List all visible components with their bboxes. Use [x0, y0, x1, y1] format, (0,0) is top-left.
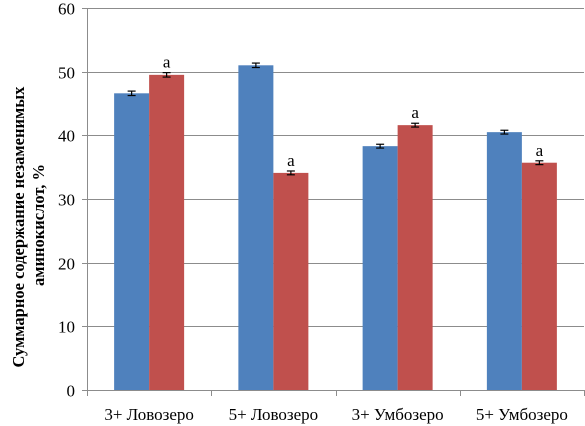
bar [238, 65, 274, 391]
y-tick-label: 0 [67, 382, 76, 401]
annotations-group: a a a a [163, 53, 544, 170]
y-tick-label: 20 [58, 255, 75, 274]
y-axis: 0 10 20 30 40 50 60 [58, 0, 88, 401]
bar [521, 162, 557, 390]
x-axis: 3+ Ловозеро 5+ Ловозеро 3+ Умбозеро 5+ Умбо… [87, 390, 585, 424]
y-axis-label-line-1: Суммарное содержание незаменимых [9, 86, 28, 368]
bar [486, 132, 522, 390]
y-axis-label-line-2: аминокислот, % [29, 164, 48, 286]
bar [149, 74, 185, 390]
y-tick-label: 30 [58, 191, 75, 210]
bar [114, 93, 150, 391]
bar [397, 125, 433, 390]
bars-group [114, 65, 557, 391]
x-tick-label: 5+ Умбозеро [476, 405, 568, 424]
bar [362, 146, 398, 390]
error-bars-group [127, 62, 544, 176]
x-tick-label: 5+ Ловозеро [229, 405, 319, 424]
y-tick-label: 40 [58, 127, 75, 146]
x-tick-label: 3+ Умбозеро [352, 405, 444, 424]
y-tick-label: 60 [58, 0, 75, 19]
annotation-label: a [536, 141, 544, 160]
bar [273, 172, 309, 390]
x-tick-label: 3+ Ловозеро [104, 405, 194, 424]
y-axis-label: Суммарное содержание незаменимых аминоки… [9, 83, 48, 368]
y-tick-label: 10 [58, 318, 75, 337]
annotation-label: a [411, 103, 419, 122]
y-tick-label: 50 [58, 64, 75, 83]
annotation-label: a [287, 151, 295, 170]
annotation-label: a [163, 53, 171, 72]
